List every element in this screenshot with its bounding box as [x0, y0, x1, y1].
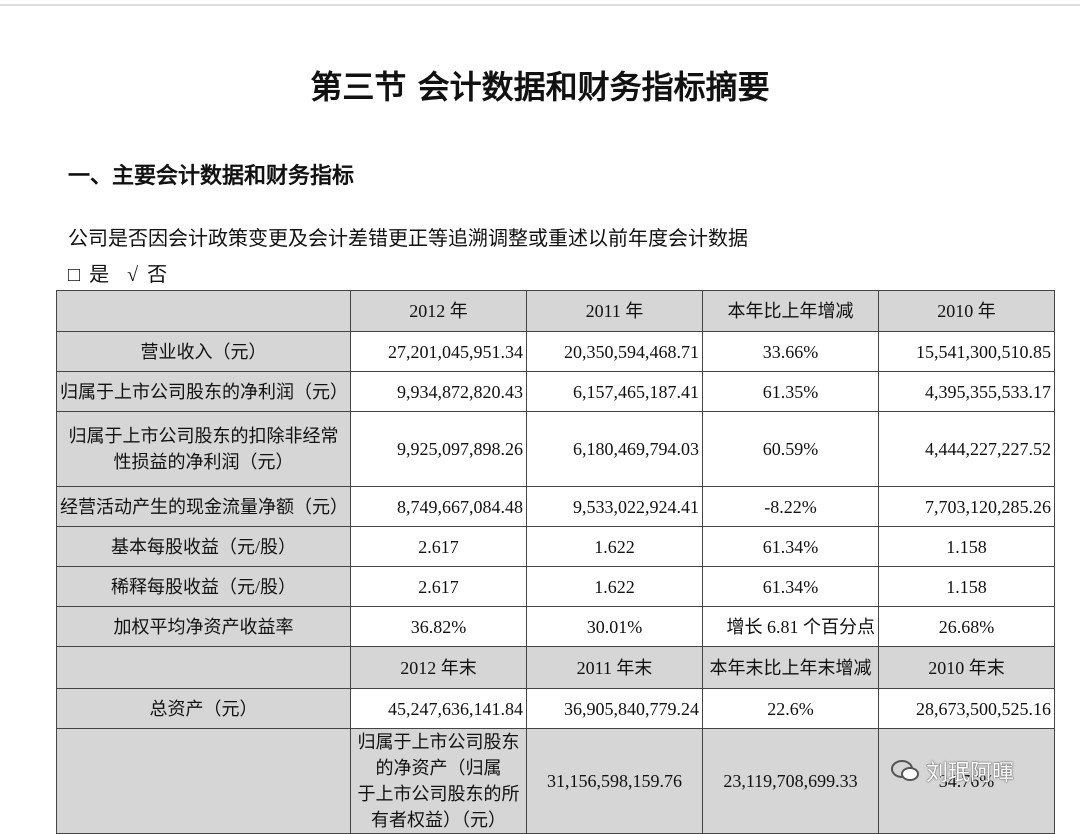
table-cell: 9,925,097,898.26: [350, 411, 527, 487]
option: √ 否: [127, 264, 168, 286]
heading: 一、主要会计数据和财务指标: [68, 164, 355, 189]
table-cell: 2010 年: [878, 290, 1055, 332]
table-cell: 总资产（元）: [56, 688, 351, 729]
table-cell: 9,934,872,820.43: [350, 371, 527, 412]
table-cell: 4,444,227,227.52: [878, 411, 1055, 487]
table-cell: 2010 年末: [878, 646, 1055, 689]
table-cell: 36,905,840,779.24: [526, 688, 703, 729]
table-cell: 28,673,500,525.16: [878, 688, 1055, 729]
table-cell: 2.617: [350, 526, 527, 567]
table-cell: 30.01%: [526, 606, 703, 647]
data-table: 2012 年 2011 年本年比上年增减 2010 年营业收入（元） 27,201,0…: [56, 290, 1055, 834]
table-cell: 2011 年末: [526, 646, 703, 689]
table-cell: 9,533,022,924.41: [526, 486, 703, 527]
table-cell: 61.34%: [702, 566, 879, 607]
table-cell: 23,119,708,699.33: [702, 728, 879, 834]
table-cell: 1.622: [526, 566, 703, 607]
table-row: 总资产（元） 45,247,636,141.84 36,905,840,779.24…: [56, 688, 1055, 729]
table-cell: 31,156,598,159.76: [526, 728, 703, 834]
table-cell: 60.59%: [702, 411, 879, 487]
top-rule: [0, 4, 1080, 6]
table-cell: 归属于上市公司股东的扣除非经常 性损益的净利润（元）: [56, 411, 351, 487]
table-cell: [56, 646, 351, 689]
table-row: 归属于上市公司股东的扣除非经常 性损益的净利润（元） 9,925,097,898.…: [56, 411, 1055, 487]
table-cell: 61.34%: [702, 526, 879, 567]
table-cell: 36.82%: [350, 606, 527, 647]
table-row: 稀释每股收益（元/股） 2.617 1.622 61.34% 1.158: [56, 566, 1055, 607]
table-cell: 本年比上年增减: [702, 290, 879, 332]
table-cell: 1.158: [878, 566, 1055, 607]
table-cell: 4,395,355,533.17: [878, 371, 1055, 412]
table-cell: 加权平均净资产收益率: [56, 606, 351, 647]
table-cell: 2011 年: [526, 290, 703, 332]
table-cell: 1.158: [878, 526, 1055, 567]
table-cell: [56, 290, 351, 332]
table-cell: 6,157,465,187.41: [526, 371, 703, 412]
watermark: 刘珉阿暉: [890, 755, 1014, 787]
table-row: 营业收入（元） 27,201,045,951.34 20,350,594,468.7…: [56, 331, 1055, 372]
table-row: 2012 年 2011 年本年比上年增减 2010 年: [56, 290, 1055, 332]
table-cell: 6,180,469,794.03: [526, 411, 703, 487]
table-cell: 基本每股收益（元/股）: [56, 526, 351, 567]
table-cell: 归属于上市公司股东的净利润（元）: [56, 371, 351, 412]
table-row: 经营活动产生的现金流量净额（元） 8,749,667,084.48 9,533,02…: [56, 486, 1055, 527]
table-cell: 34.76%: [878, 728, 1055, 834]
table-cell: 8,749,667,084.48: [350, 486, 527, 527]
table-cell: -8.22%: [702, 486, 879, 527]
table-cell: 15,541,300,510.85: [878, 331, 1055, 372]
table-cell: 45,247,636,141.84: [350, 688, 527, 729]
table-row: 基本每股收益（元/股） 2.617 1.622 61.34% 1.158: [56, 526, 1055, 567]
table-cell: 33.66%: [702, 331, 879, 372]
table-row: 归属于上市公司股东的净利润（元） 9,934,872,820.43 6,157,46…: [56, 371, 1055, 412]
table-cell: 经营活动产生的现金流量净额（元）: [56, 486, 351, 527]
table-cell: 归属于上市公司股东的净资产（归属 于上市公司股东的所有者权益）（元）: [350, 728, 527, 834]
table-cell: 1.622: [526, 526, 703, 567]
table-cell: 增长 6.81 个百分点: [702, 606, 879, 647]
table-row: 加权平均净资产收益率 36.82% 30.01% 增长 6.81 个百分点 26.68%: [56, 606, 1055, 647]
table-row: 归属于上市公司股东的净资产（归属 于上市公司股东的所有者权益）（元） 31,156…: [56, 728, 1055, 834]
options: □ 是 √ 否: [68, 258, 185, 287]
wechat-icon: [891, 760, 919, 781]
table-cell: [56, 728, 351, 834]
table-cell: 营业收入（元）: [56, 331, 351, 372]
watermark-text: 刘珉阿暉: [926, 761, 1015, 786]
table-cell: 7,703,120,285.26: [878, 486, 1055, 527]
title: 第三节 会计数据和财务指标摘要: [310, 68, 770, 106]
question: 公司是否因会计政策变更及会计差错更正等追溯调整或重述以前年度会计数据: [68, 228, 748, 250]
table-cell: 2012 年: [350, 290, 527, 332]
table-cell: 26.68%: [878, 606, 1055, 647]
option: □ 是: [68, 264, 110, 286]
table-cell: 61.35%: [702, 371, 879, 412]
table-cell: 2012 年末: [350, 646, 527, 689]
table-row: 2012 年末 2011 年末 本年末比上年末增减 2010 年末: [56, 646, 1055, 689]
table-cell: 2.617: [350, 566, 527, 607]
table-cell: 22.6%: [702, 688, 879, 729]
table-cell: 本年末比上年末增减: [702, 646, 879, 689]
table-cell: 27,201,045,951.34: [350, 331, 527, 372]
table-cell: 20,350,594,468.71: [526, 331, 703, 372]
table-cell: 稀释每股收益（元/股）: [56, 566, 351, 607]
